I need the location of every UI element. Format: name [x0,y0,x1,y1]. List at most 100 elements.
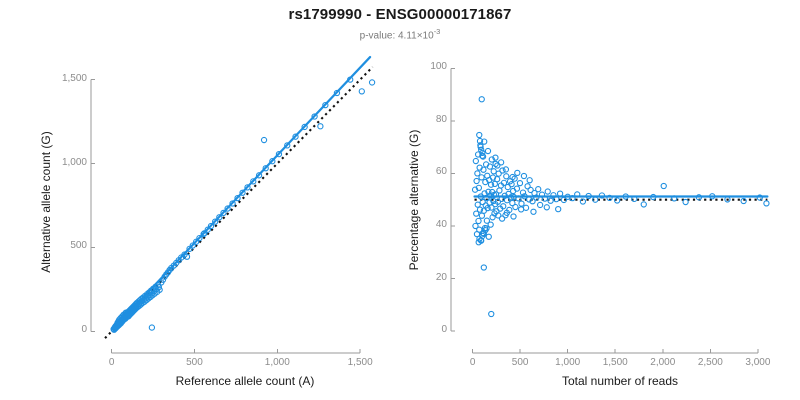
data-point [358,88,365,95]
data-point [333,89,341,97]
data-point [473,177,480,185]
data-point [488,204,495,211]
data-point [262,165,269,172]
data-point [541,195,549,202]
data-point [569,194,576,202]
data-point [495,212,502,219]
data-point [518,200,525,207]
data-point [509,199,516,207]
data-point [538,191,546,198]
data-point [269,158,276,165]
data-point [204,226,211,233]
p-value-exponent: -3 [433,27,441,36]
data-point [530,208,537,215]
x-tick-label: 2,500 [697,357,723,368]
data-point [159,276,167,283]
data-point [495,170,502,177]
data-point [490,168,497,175]
data-point [503,209,510,216]
data-point [598,192,606,199]
figure-subtitle: p-value: 4.11×10-3 [0,27,800,41]
data-point [579,198,587,205]
data-point [148,324,156,331]
y-tick-label: 1,500 [61,72,87,84]
data-point [317,123,324,130]
data-point [606,194,613,201]
data-point [524,183,531,190]
data-point [695,194,703,201]
data-point [284,142,291,149]
data-point [483,217,491,224]
data-point [484,204,491,212]
data-point [477,193,484,200]
data-point [512,203,519,211]
data-point [535,186,542,193]
data-point [500,179,508,187]
right-x-axis-title: Total number of reads [561,374,679,388]
data-point [508,181,515,188]
data-point [155,283,162,291]
data-point [640,201,647,208]
data-point [478,174,485,181]
data-point [220,209,227,217]
data-point [216,214,223,221]
data-point [192,238,200,245]
y-tick-label: 500 [70,240,87,252]
data-point [478,146,485,153]
data-point [516,179,524,187]
x-tick-label: 2,000 [650,357,676,368]
data-point [478,96,485,103]
data-point-group [471,96,770,318]
data-point [650,193,657,201]
data-point [481,138,488,145]
x-tick-label: 1,000 [555,357,581,368]
data-point [740,197,747,205]
data-point [183,253,191,260]
data-point [526,177,533,184]
data-point [224,205,231,212]
data-point [485,233,492,240]
data-point [473,210,480,217]
data-point [514,169,521,177]
data-point [631,195,638,203]
x-tick-label: 0 [108,357,115,368]
data-point [347,76,354,83]
data-point [474,170,481,177]
data-point [186,245,193,252]
data-point [492,160,499,168]
x-tick-label: 3,000 [745,357,771,368]
data-point [529,198,536,205]
data-point [250,178,257,185]
data-point-group [110,76,376,333]
data-point [536,201,544,209]
data-point [494,162,501,169]
data-point [682,198,689,206]
data-point [521,193,528,200]
y-tick-label: 0 [441,324,447,336]
data-point [479,152,486,159]
data-point [520,172,528,180]
data-point [553,196,560,203]
data-point [196,234,203,242]
data-point [229,200,236,207]
data-point [480,264,487,271]
data-point [527,186,534,194]
x-tick-label: 500 [186,357,203,368]
data-point [507,194,514,201]
data-point [519,189,527,196]
data-point [487,192,494,199]
data-point [592,196,599,203]
data-point [555,205,562,213]
data-point [585,192,592,200]
data-point [488,156,495,163]
data-point [477,143,484,150]
data-point [474,201,481,208]
y-tick-label: 40 [435,218,447,230]
data-point [492,191,500,198]
data-point [480,230,487,238]
data-point [556,190,564,197]
data-point [476,206,484,213]
data-point [322,101,329,109]
